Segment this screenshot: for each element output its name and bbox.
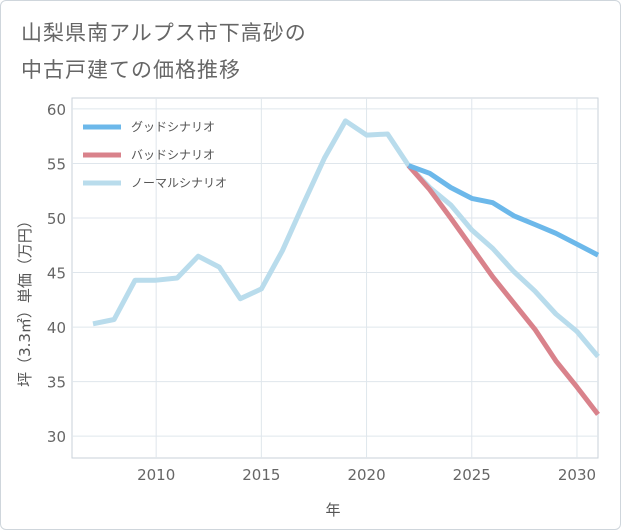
x-tick-label: 2020	[347, 466, 385, 484]
x-axis-label: 年	[325, 501, 340, 519]
series-lines	[92, 118, 600, 416]
normal-scenario-line	[92, 118, 600, 359]
x-tick-label: 2030	[558, 466, 596, 484]
x-tick-labels: 2010 2015 2020 2025 2030	[137, 466, 596, 484]
legend-good-label: グッドシナリオ	[131, 120, 215, 134]
y-tick-label: 60	[47, 101, 66, 119]
x-tick-label: 2010	[137, 466, 175, 484]
x-tick-label: 2015	[242, 466, 280, 484]
y-tick-labels: 30 35 40 45 50 55 60	[47, 101, 66, 446]
legend-normal-label: ノーマルシナリオ	[131, 176, 227, 190]
y-tick-label: 40	[47, 319, 66, 337]
y-tick-label: 55	[47, 155, 66, 173]
grid	[72, 98, 598, 458]
y-tick-label: 30	[47, 428, 66, 446]
y-tick-label: 35	[47, 374, 66, 392]
good-scenario-line	[407, 163, 600, 258]
page-title: 山梨県南アルプス市下高砂の 中古戸建ての価格推移	[21, 21, 307, 82]
y-tick-label: 45	[47, 265, 66, 283]
y-tick-label: 50	[47, 210, 66, 228]
bad-scenario-line	[406, 163, 600, 416]
y-axis-label: 坪（3.3㎡）単価（万円）	[16, 213, 34, 387]
x-tick-label: 2025	[453, 466, 491, 484]
legend-bad-label: バッドシナリオ	[131, 148, 215, 162]
